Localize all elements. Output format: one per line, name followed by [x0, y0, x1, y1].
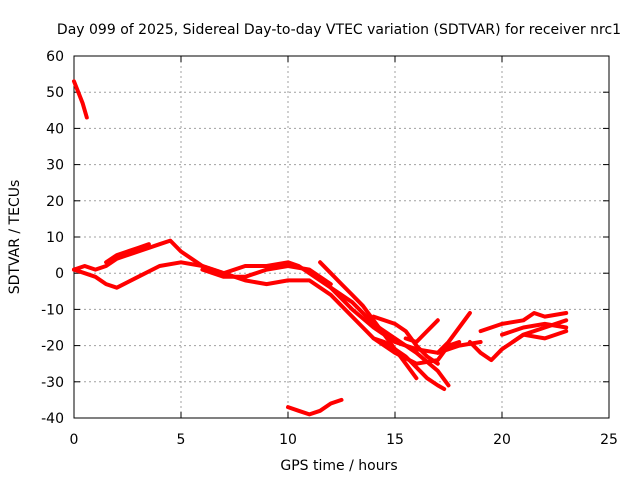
y-tick-label: 30 [46, 158, 64, 174]
y-tick-label: 20 [46, 194, 64, 210]
x-tick-label: 0 [70, 432, 79, 448]
x-tick-label: 25 [600, 432, 618, 448]
y-tick-label: 0 [55, 266, 64, 282]
x-tick-label: 10 [279, 432, 297, 448]
x-tick-label: 15 [386, 432, 404, 448]
series-line-trace-1 [72, 79, 89, 120]
chart-title: Day 099 of 2025, Sidereal Day-to-day VTE… [57, 22, 621, 38]
series-line-trace-15 [500, 321, 569, 337]
series-line-trace-9 [371, 336, 447, 391]
series-line-trace-3 [72, 260, 462, 366]
series-line-trace-2 [72, 238, 451, 388]
x-axis-label: GPS time / hours [280, 458, 397, 474]
y-tick-label: 50 [46, 85, 64, 101]
y-tick-label: -30 [41, 375, 64, 391]
series-line-trace-11 [403, 318, 440, 344]
series-line-trace-6 [318, 260, 419, 381]
series-line-trace-10 [286, 397, 344, 417]
x-tick-label: 5 [177, 432, 186, 448]
series-line-trace-4 [104, 242, 151, 265]
y-tick-label: -20 [41, 339, 64, 355]
series-line-trace-14 [478, 311, 569, 334]
y-tick-label: 40 [46, 121, 64, 137]
x-tick-label: 20 [493, 432, 511, 448]
y-tick-label: 60 [46, 49, 64, 65]
series-line-trace-13 [467, 318, 569, 363]
y-tick-label: -40 [41, 411, 64, 427]
y-tick-label: 10 [46, 230, 64, 246]
series-line-trace-16 [510, 329, 569, 344]
series-line-trace-5 [200, 264, 333, 287]
grid [74, 56, 609, 418]
y-axis-label: SDTVAR / TECUs [7, 180, 23, 295]
series-line-trace-7 [328, 285, 483, 355]
series-group [72, 79, 569, 417]
y-tick-label: -10 [41, 302, 64, 318]
tick-labels: 0 5 10 15 20 25 -40 -30 -20 -10 0 10 20 30 40 50 60 [41, 49, 618, 448]
series-line-trace-12 [435, 311, 472, 355]
